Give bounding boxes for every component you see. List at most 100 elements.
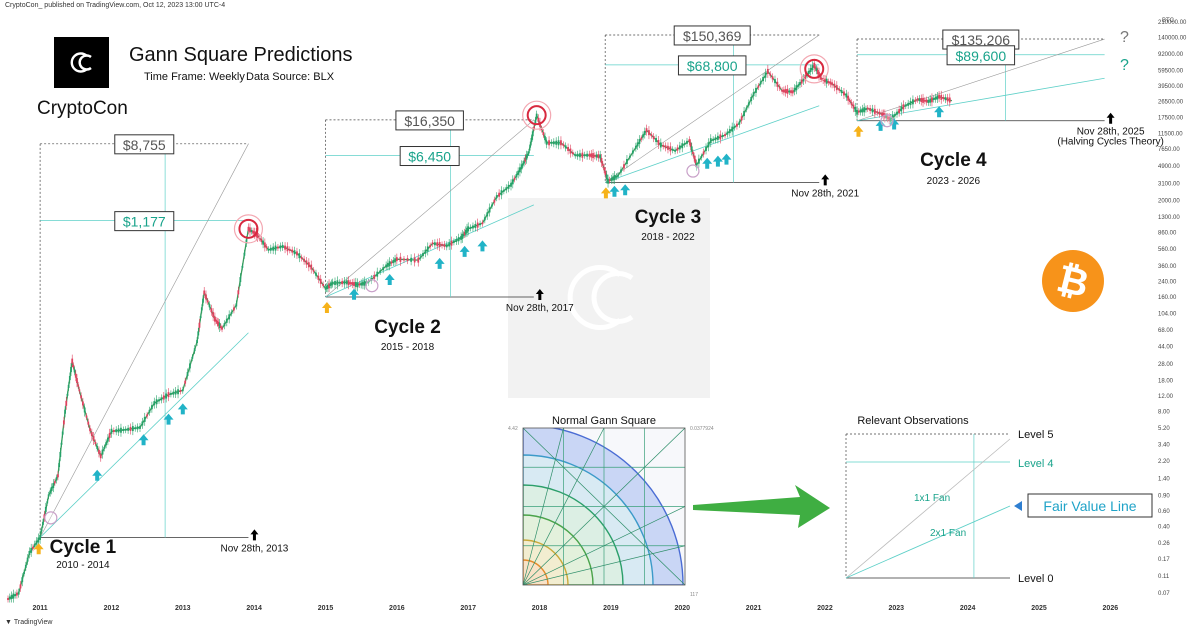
price-candle [122,428,125,431]
y-tick-label: 240.00 [1158,280,1177,286]
price-candle [865,108,867,111]
price-candle [33,543,36,547]
cycle-years-label: 2010 - 2014 [56,560,110,571]
price-candle [115,429,118,433]
price-candle [755,87,757,93]
halving-arrow-icon [535,289,544,301]
price-candle [464,229,467,234]
price-candle [196,340,198,344]
price-candle [70,367,72,373]
y-tick-label: 360.00 [1158,264,1177,270]
price-candle [376,271,379,277]
price-candle [239,277,242,283]
price-candle [467,226,470,232]
cycle-1x1-fan [856,38,1105,122]
y-tick-label: 104.00 [1158,312,1177,318]
gann-corner-label: 0.0377924 [690,426,714,432]
price-candle [882,113,885,118]
price-candle [312,269,315,272]
price-candle [797,84,800,87]
watermark-logo-icon [591,271,634,324]
price-candle [562,143,565,146]
price-candle [802,77,805,82]
cycle-mid-price-label: $68,800 [687,58,738,74]
price-candle [774,79,776,84]
y-tick-label: 0.40 [1158,524,1170,530]
cryptocon-logo-icon [70,52,92,73]
halving-arrow-icon [250,529,259,541]
cycle-halving-note: (Halving Cycles Theory) [1057,137,1164,148]
price-candle [850,102,853,106]
price-candle [695,163,698,168]
price-candle [336,280,339,286]
price-candle [692,151,694,154]
price-candle [10,595,13,600]
peak-ring-outer [799,54,829,84]
y-tick-label: 1.40 [1158,476,1170,482]
price-candle [49,490,52,494]
price-candle [177,389,179,395]
tradingview-icon: ▼ [5,619,14,626]
watermark-logo-icon [567,265,622,330]
bitcoin-icon: ₿ [1042,250,1104,312]
price-candle [305,260,308,265]
price-candle [856,109,858,115]
cycle-mid-price-box: $1,177 [114,211,175,232]
x-tick-label: 2015 [318,605,334,612]
cycle-mid-price-box: $6,450 [399,146,460,167]
price-candle [212,312,215,318]
price-candle [948,97,951,103]
support-arrow-icon [712,155,723,167]
price-candle [600,158,603,164]
y-tick-label: 92000.00 [1158,52,1184,58]
x-tick-label: 2012 [104,605,120,612]
y-tick-label: 140000.00 [1158,36,1187,42]
svg-text:₿: ₿ [1053,258,1093,306]
price-candle [738,121,741,125]
price-candle [608,179,611,182]
question-mark-top: ? [1120,29,1129,46]
price-candle [705,146,707,151]
cycle-top-price-label: $16,350 [404,113,455,129]
y-tick-label: 0.07 [1158,591,1170,597]
price-candle [413,257,416,263]
tradingview-footer: ▼ TradingView [5,619,52,626]
price-candle [228,314,231,320]
price-candle [752,92,755,97]
gann-fan-line [523,428,564,585]
price-candle [395,257,398,262]
price-candle [583,154,586,157]
price-candle [488,207,491,213]
price-candle [642,134,644,138]
gann-corner-label: 4.42 [508,426,518,432]
cycle-years-label: 2023 - 2026 [927,176,981,187]
price-candle [53,481,56,484]
price-candle [920,98,923,103]
price-candle [776,81,779,87]
price-candle [16,592,18,596]
price-candle [103,446,106,449]
price-candle [519,167,521,173]
price-candle [771,76,774,80]
price-candle [243,252,246,256]
price-candle [590,153,593,158]
y-tick-label: 0.26 [1158,541,1170,547]
price-candle [233,307,235,311]
price-candle [791,90,794,94]
price-candle [76,378,78,384]
price-candle [849,100,851,103]
price-candle [840,90,843,94]
price-candle [424,249,427,254]
price-candle [883,113,886,119]
support-arrow-icon [138,434,149,446]
y-tick-label: 0.11 [1158,574,1170,580]
support-arrow-icon [459,245,470,257]
price-candle [902,104,905,110]
price-candle [786,88,789,94]
price-candle [406,258,409,262]
price-candle [535,113,538,117]
price-candle [108,432,111,438]
price-candle [78,389,81,392]
price-candle [564,145,567,149]
price-candle [129,426,132,431]
